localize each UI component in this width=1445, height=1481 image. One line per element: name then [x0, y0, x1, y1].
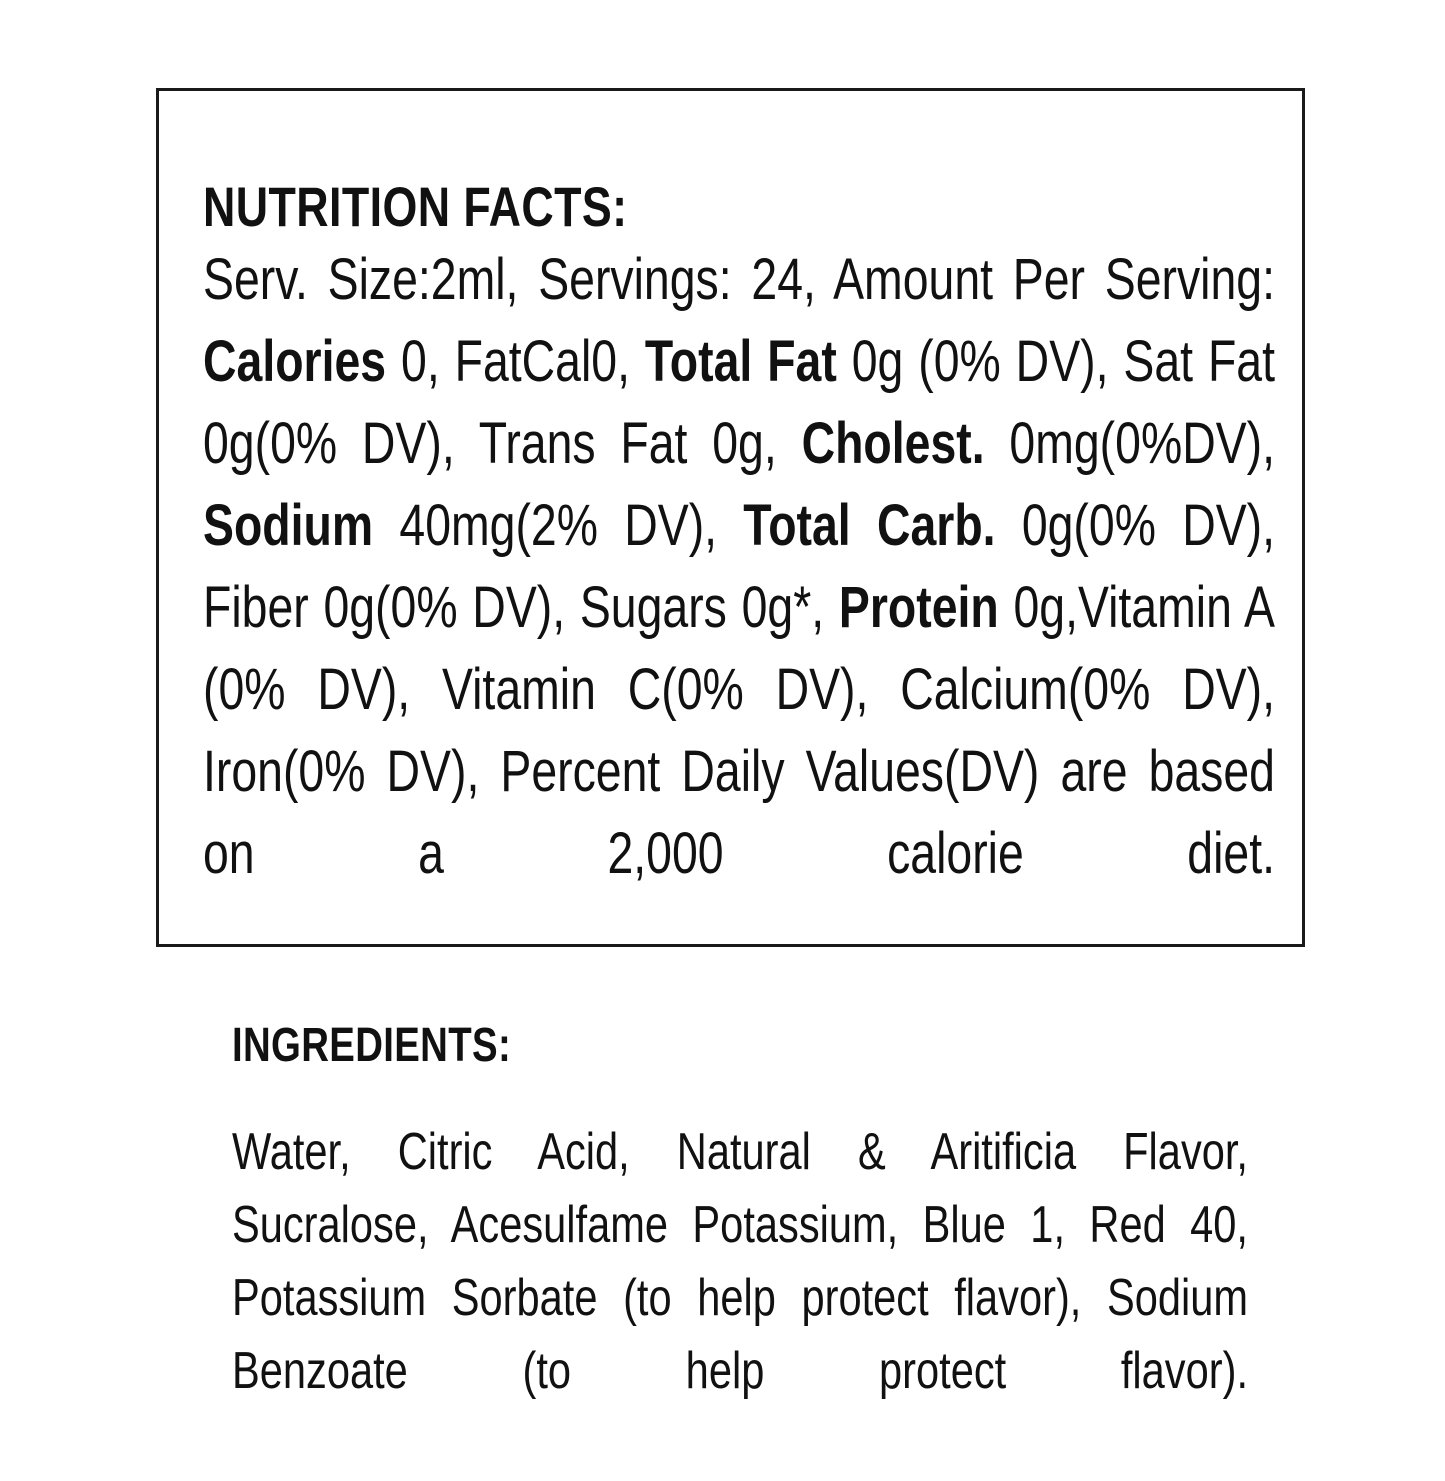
ingredients-text: Water, Citric Acid, Natural & Aritificia…: [232, 1116, 1248, 1481]
nutrient-value: Serv. Size:2ml, Servings: 24, Amount Per…: [203, 247, 1275, 312]
nutrient-name: Total Fat: [644, 329, 837, 394]
nutrient-value: 40mg(2% DV),: [373, 493, 744, 558]
ingredients-heading: INGREDIENTS:: [232, 1019, 512, 1072]
nutrient-value: 0mg(0%DV),: [984, 411, 1275, 476]
nutrient-name: Protein: [838, 575, 999, 640]
nutrient-value: 0g(0% DV), Fiber 0g(0% DV), Sugars 0g*,: [203, 493, 1276, 640]
nutrient-name: Total Carb.: [743, 493, 996, 558]
nutrient-value: 0g (0% DV), Sat Fat 0g(0% DV), Trans Fat…: [203, 329, 1275, 476]
nutrient-value: 0, FatCal0,: [386, 329, 645, 394]
nutrient-name: Cholest.: [801, 411, 985, 476]
nutrition-facts-heading: NUTRITION FACTS:: [203, 174, 628, 238]
ingredients-text-value: Water, Citric Acid, Natural & Aritificia…: [232, 1123, 1248, 1400]
ingredients-section: INGREDIENTS: Water, Citric Acid, Natural…: [232, 1022, 1445, 1481]
nutrient-name: Calories: [203, 329, 387, 394]
nutrient-name: Sodium: [203, 493, 374, 558]
nutrition-facts-text: Serv. Size:2ml, Servings: 24, Amount Per…: [203, 239, 1275, 977]
nutrition-facts-panel: NUTRITION FACTS: Serv. Size:2ml, Serving…: [156, 88, 1305, 947]
nutrient-value: 0g,Vitamin A (0% DV), Vitamin C(0% DV), …: [203, 575, 1275, 886]
